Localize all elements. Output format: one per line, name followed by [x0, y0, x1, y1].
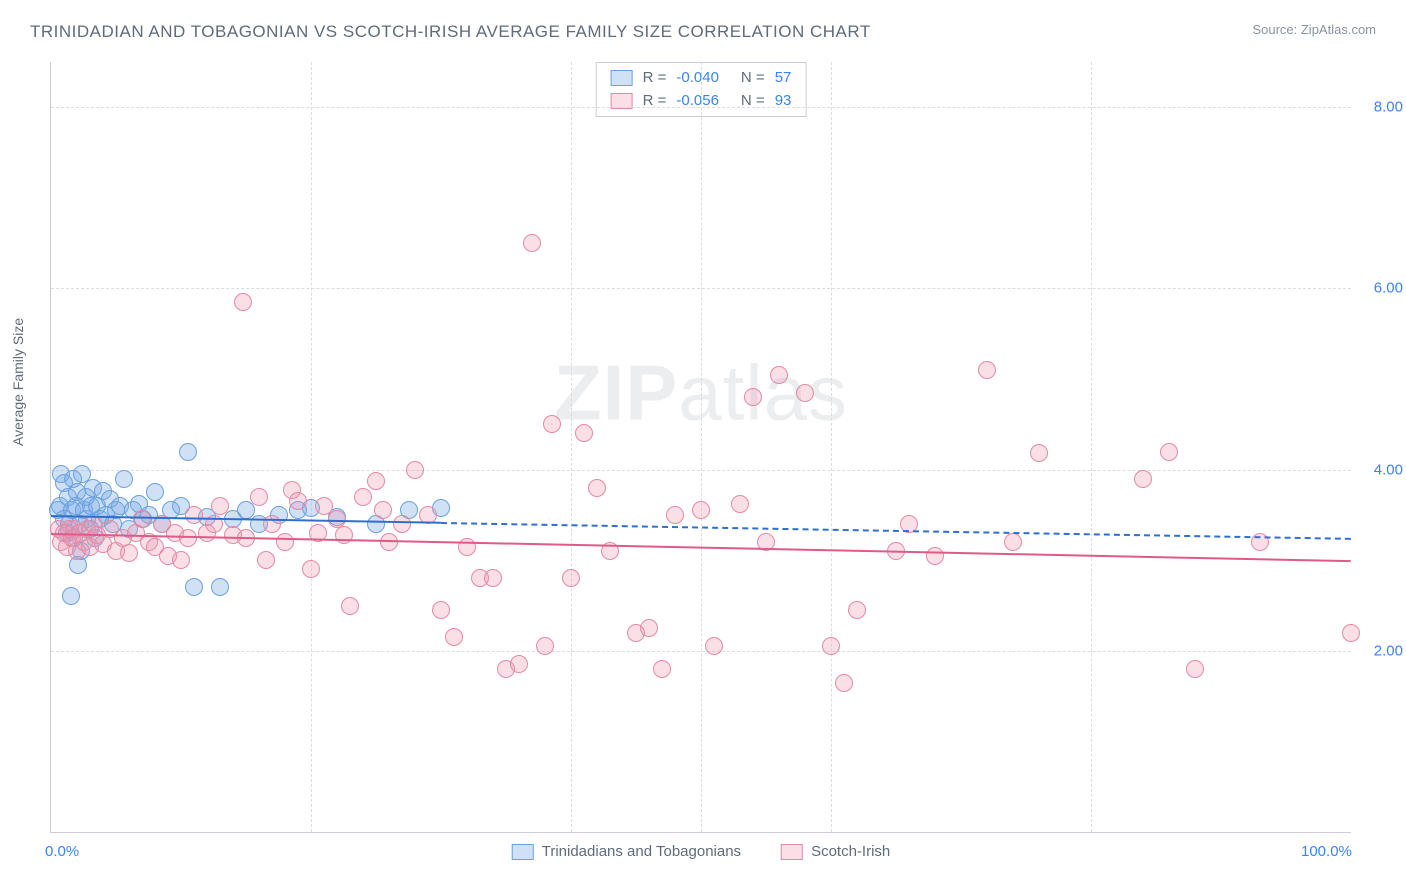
y-tick-label: 8.00: [1374, 99, 1403, 116]
x-tick-label: 0.0%: [45, 843, 79, 860]
scatter-point: [575, 424, 593, 442]
legend-n-label: N =: [741, 67, 765, 90]
scatter-point: [1160, 443, 1178, 461]
scatter-point: [62, 587, 80, 605]
gridline-v: [1091, 62, 1092, 832]
legend-r-label: R =: [643, 90, 667, 113]
scatter-point: [536, 637, 554, 655]
legend-series: Trinidadians and Tobagonians Scotch-Irish: [512, 843, 891, 860]
scatter-point: [445, 628, 463, 646]
scatter-point: [133, 510, 151, 528]
scatter-point: [185, 506, 203, 524]
scatter-point: [484, 569, 502, 587]
scatter-point: [705, 637, 723, 655]
scatter-point: [289, 492, 307, 510]
watermark-rest: atlas: [678, 349, 848, 437]
scatter-point: [276, 533, 294, 551]
scatter-point: [835, 674, 853, 692]
scatter-point: [354, 488, 372, 506]
scatter-point: [543, 415, 561, 433]
y-tick-label: 2.00: [1374, 642, 1403, 659]
scatter-point: [367, 472, 385, 490]
y-tick-label: 4.00: [1374, 461, 1403, 478]
scatter-point: [588, 479, 606, 497]
scatter-point: [263, 515, 281, 533]
scatter-point: [120, 544, 138, 562]
source-label: Source: ZipAtlas.com: [1252, 22, 1376, 37]
legend-swatch: [781, 844, 803, 860]
scatter-point: [250, 488, 268, 506]
scatter-point: [302, 560, 320, 578]
scatter-point: [692, 501, 710, 519]
scatter-point: [393, 515, 411, 533]
gridline-v: [831, 62, 832, 832]
scatter-point: [796, 384, 814, 402]
scatter-point: [848, 601, 866, 619]
scatter-point: [341, 597, 359, 615]
scatter-point: [185, 578, 203, 596]
legend-series-label: Scotch-Irish: [811, 843, 890, 860]
chart-title: TRINIDADIAN AND TOBAGONIAN VS SCOTCH-IRI…: [30, 22, 871, 42]
scatter-point: [640, 619, 658, 637]
scatter-point: [1342, 624, 1360, 642]
scatter-point: [731, 495, 749, 513]
trend-line: [441, 522, 1351, 540]
gridline-v: [311, 62, 312, 832]
y-axis-label: Average Family Size: [10, 318, 26, 446]
scatter-point: [257, 551, 275, 569]
legend-swatch: [512, 844, 534, 860]
scatter-point: [211, 497, 229, 515]
scatter-point: [978, 361, 996, 379]
legend-r-label: R =: [643, 67, 667, 90]
legend-r-value: -0.040: [676, 67, 719, 90]
legend-series-item: Scotch-Irish: [781, 843, 890, 860]
scatter-point: [374, 501, 392, 519]
legend-n-value: 57: [775, 67, 792, 90]
scatter-point: [211, 578, 229, 596]
legend-n-label: N =: [741, 90, 765, 113]
scatter-point: [523, 234, 541, 252]
scatter-point: [926, 547, 944, 565]
scatter-point: [234, 293, 252, 311]
legend-swatch: [611, 70, 633, 86]
legend-r-value: -0.056: [676, 90, 719, 113]
scatter-point: [822, 637, 840, 655]
scatter-point: [115, 470, 133, 488]
scatter-point: [653, 660, 671, 678]
scatter-point: [1004, 533, 1022, 551]
scatter-point: [146, 483, 164, 501]
scatter-point: [1030, 444, 1048, 462]
scatter-point: [510, 655, 528, 673]
x-tick-label: 100.0%: [1301, 843, 1352, 860]
plot-area: ZIPatlas R = -0.040 N = 57 R = -0.056 N = 9…: [50, 62, 1351, 833]
scatter-point: [770, 366, 788, 384]
y-tick-label: 6.00: [1374, 280, 1403, 297]
legend-series-item: Trinidadians and Tobagonians: [512, 843, 741, 860]
gridline-v: [571, 62, 572, 832]
scatter-point: [744, 388, 762, 406]
scatter-point: [1186, 660, 1204, 678]
scatter-point: [172, 551, 190, 569]
scatter-point: [406, 461, 424, 479]
scatter-point: [562, 569, 580, 587]
scatter-point: [179, 443, 197, 461]
scatter-point: [666, 506, 684, 524]
scatter-point: [432, 601, 450, 619]
gridline-v: [701, 62, 702, 832]
watermark-bold: ZIP: [554, 349, 678, 437]
scatter-point: [1134, 470, 1152, 488]
legend-series-label: Trinidadians and Tobagonians: [542, 843, 741, 860]
legend-n-value: 93: [775, 90, 792, 113]
scatter-point: [458, 538, 476, 556]
